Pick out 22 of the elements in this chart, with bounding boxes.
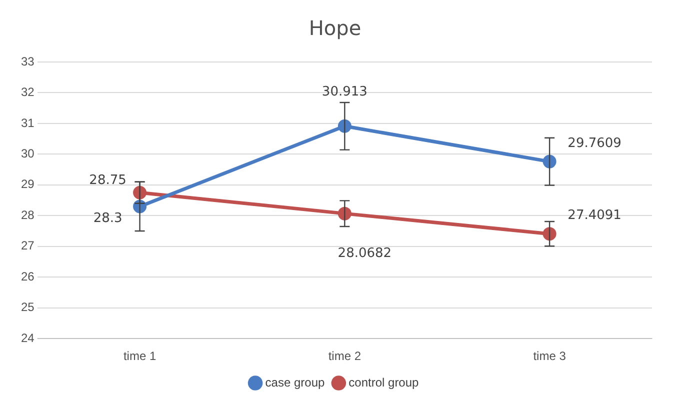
- data-label: 28.0682: [338, 246, 392, 261]
- x-tick-label: time 3: [533, 349, 566, 364]
- y-tick-label: 24: [20, 330, 35, 345]
- legend-label: control group: [348, 375, 420, 390]
- y-tick-label: 30: [20, 146, 35, 161]
- y-tick-label: 33: [20, 54, 35, 68]
- data-label: 28.3: [93, 210, 122, 226]
- y-tick-label: 26: [20, 269, 35, 284]
- x-tick-label: time 2: [328, 349, 362, 364]
- x-tick-label: time 1: [123, 349, 156, 364]
- data-label: 29.7609: [568, 136, 622, 151]
- legend-label: case group: [265, 375, 325, 390]
- chart-title: Hope: [308, 16, 362, 40]
- y-tick-label: 27: [20, 238, 35, 253]
- y-tick-label: 25: [20, 300, 35, 314]
- data-label: 28.75: [89, 172, 126, 188]
- y-tick-label: 31: [20, 116, 35, 130]
- y-tick-label: 29: [20, 177, 35, 192]
- y-tick-label: 32: [20, 85, 35, 100]
- data-label: 27.4091: [568, 208, 622, 224]
- data-label: 30.913: [322, 84, 368, 100]
- y-tick-label: 28: [20, 208, 35, 222]
